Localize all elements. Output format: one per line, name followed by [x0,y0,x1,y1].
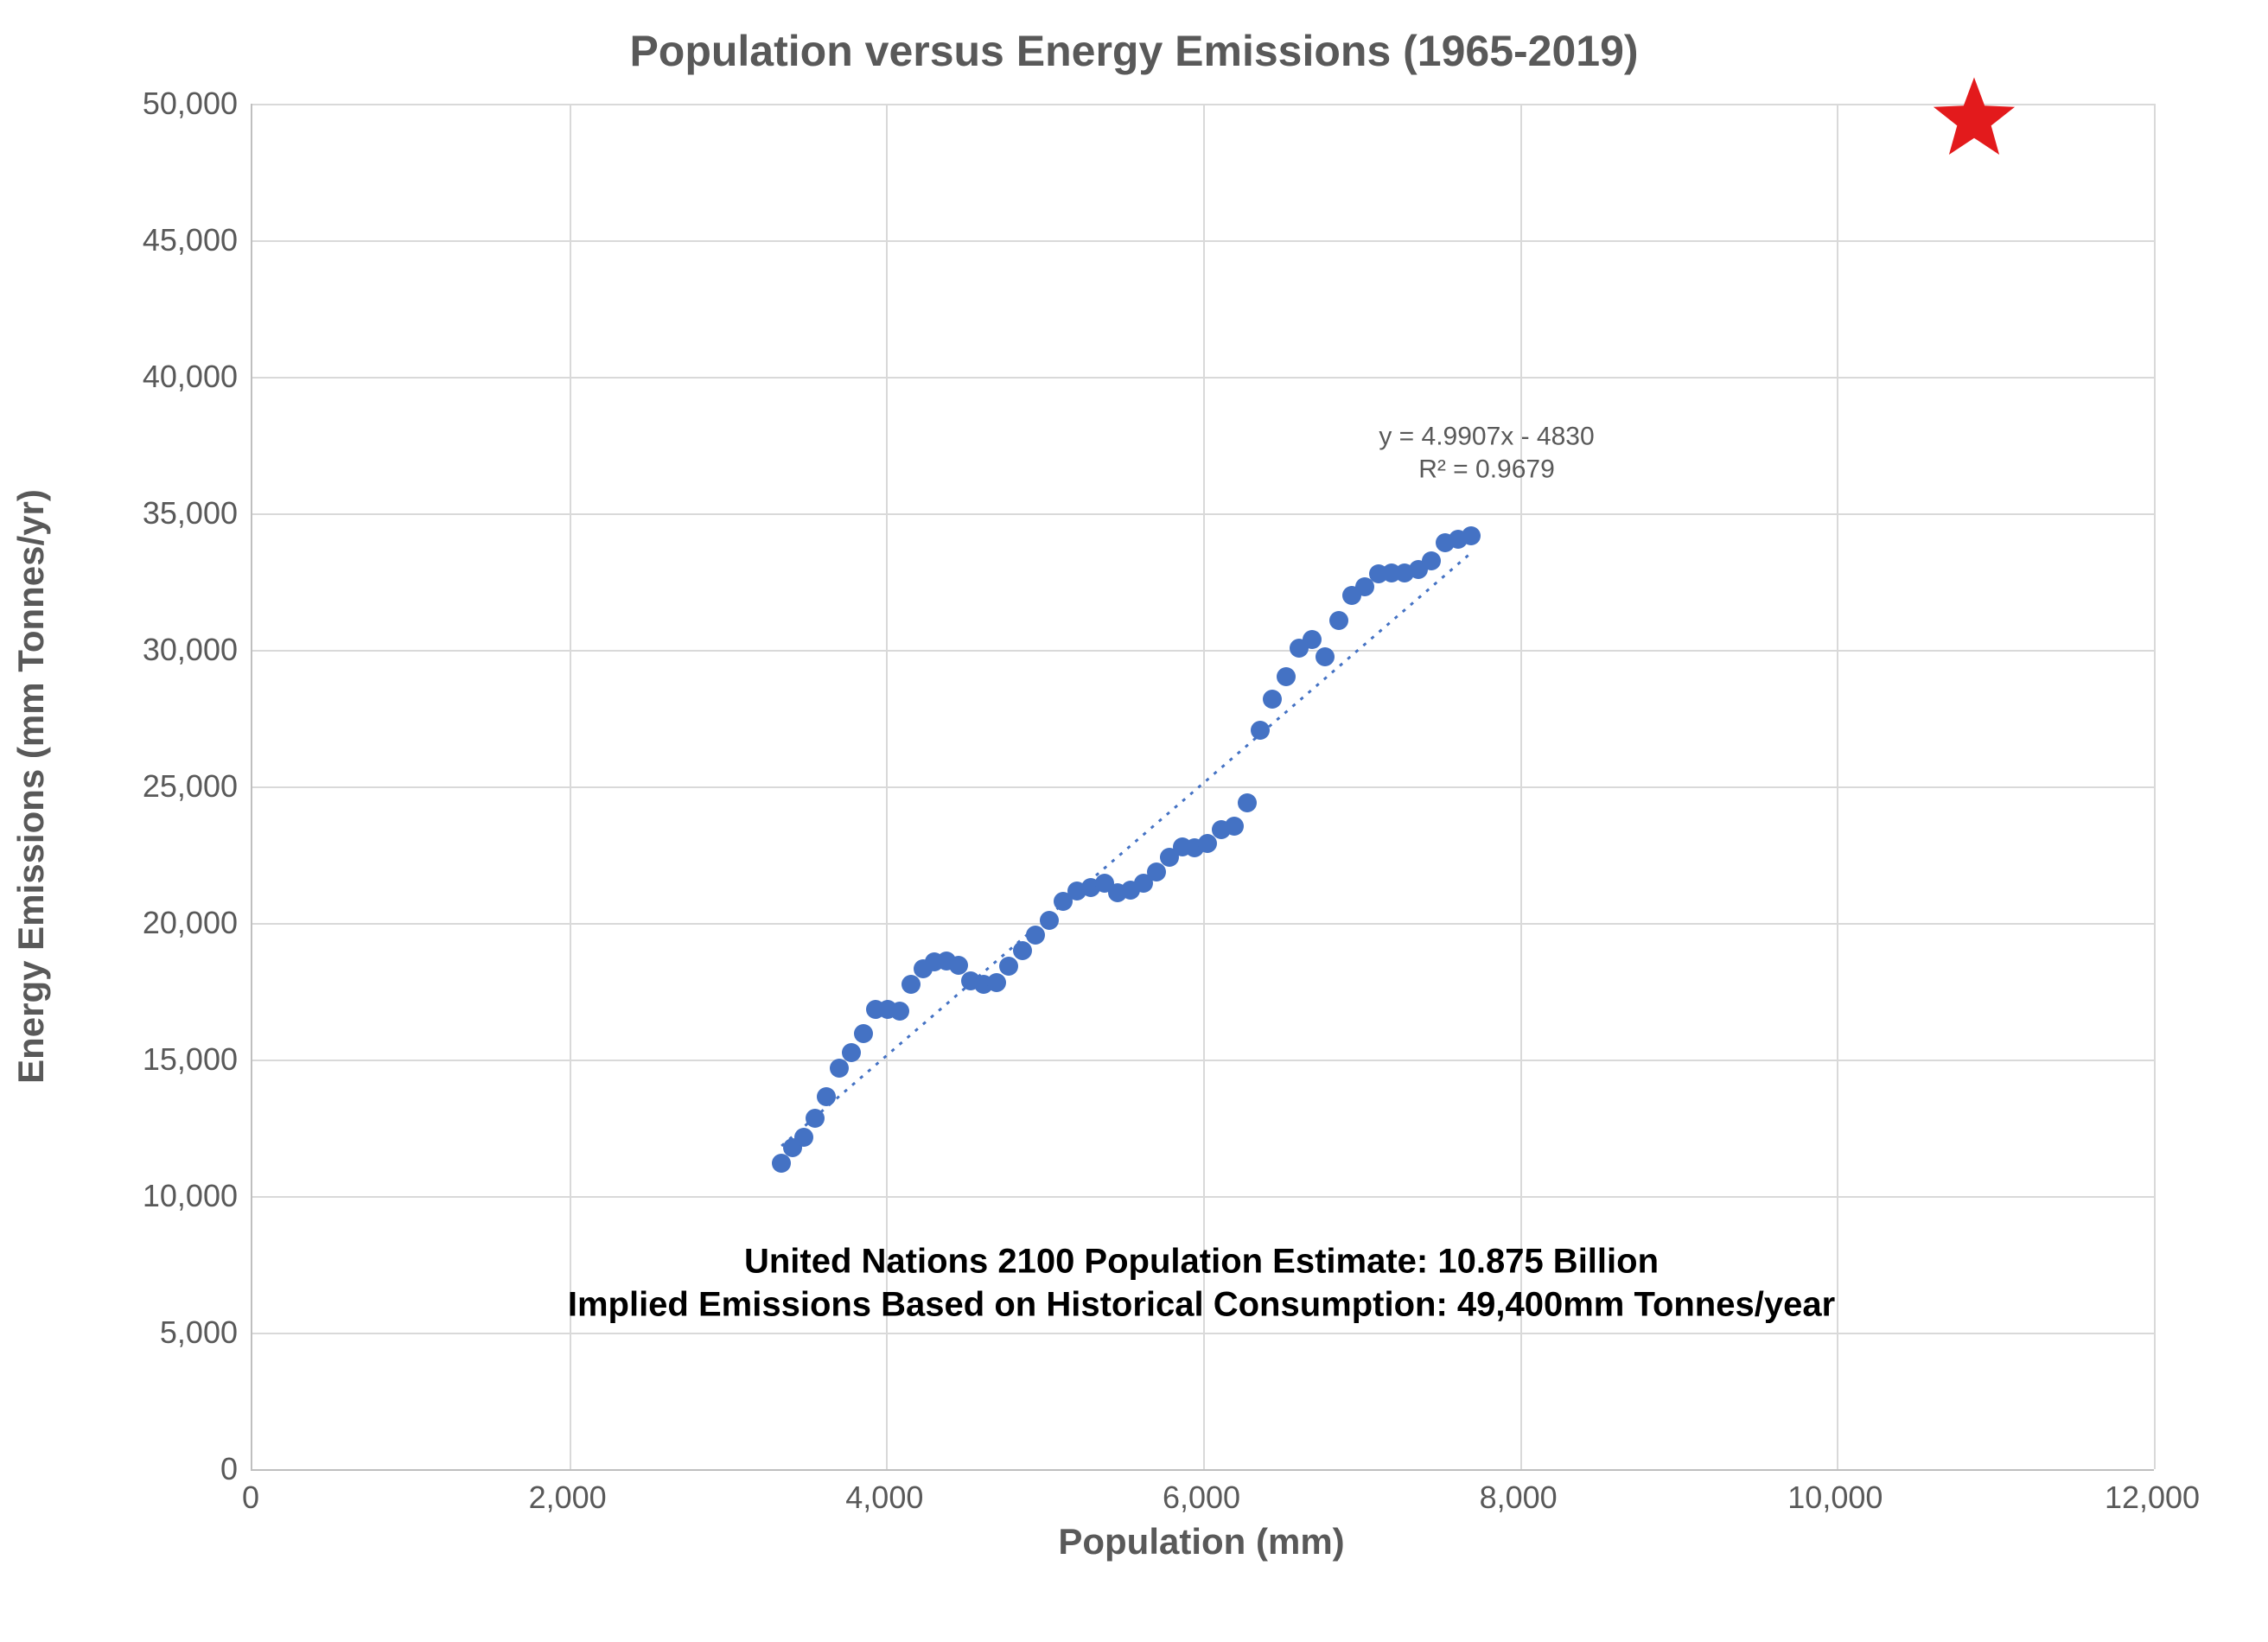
scatter-point [1277,667,1296,686]
x-tick-label: 4,000 [845,1480,923,1516]
scatter-point [817,1087,836,1106]
scatter-point [830,1059,849,1078]
scatter-point [1303,630,1322,649]
x-tick-label: 8,000 [1480,1480,1558,1516]
regression-equation: y = 4.9907x - 4830R² = 0.9679 [1379,421,1594,486]
note-text-0: United Nations 2100 Population Estimate:… [744,1242,1659,1281]
y-tick-label: 5,000 [130,1314,238,1351]
y-tick-label: 40,000 [130,359,238,395]
y-tick-label: 30,000 [130,632,238,668]
scatter-point [1238,793,1257,812]
y-tick-label: 45,000 [130,222,238,258]
scatter-point [1147,862,1166,881]
scatter-point [999,957,1018,976]
y-tick-label: 20,000 [130,905,238,941]
scatter-point [1422,551,1441,570]
star-marker [1896,42,2052,198]
x-tick-label: 2,000 [529,1480,607,1516]
scatter-point [842,1043,861,1062]
scatter-point [901,975,921,994]
scatter-point [1026,926,1045,945]
x-tick-label: 6,000 [1163,1480,1240,1516]
y-tick-label: 15,000 [130,1041,238,1078]
scatter-point [1316,647,1335,666]
scatter-point [806,1109,825,1128]
scatter-point [1013,941,1032,960]
x-tick-label: 10,000 [1787,1480,1883,1516]
scatter-point [1462,526,1481,545]
scatter-point [1225,817,1244,836]
y-tick-label: 35,000 [130,495,238,531]
scatter-point [1263,690,1282,709]
y-axis-label: Energy Emissions (mm Tonnes/yr) [10,104,52,1469]
scatter-point [1329,611,1348,630]
y-tick-label: 0 [130,1451,238,1487]
scatter-point [987,973,1006,992]
gridline-vertical [2154,104,2156,1469]
note-text-1: Implied Emissions Based on Historical Co… [568,1286,1835,1325]
regression-equation-line1: y = 4.9907x - 4830 [1379,421,1594,454]
scatter-point [794,1128,813,1147]
y-tick-label: 50,000 [130,86,238,122]
regression-equation-line2: R² = 0.9679 [1379,453,1594,486]
x-axis-label: Population (mm) [251,1521,2152,1562]
scatter-point [1251,721,1270,740]
scatter-point [1040,911,1059,930]
y-tick-label: 25,000 [130,768,238,805]
x-tick-label: 0 [242,1480,259,1516]
y-tick-label: 10,000 [130,1178,238,1214]
scatter-point [890,1002,909,1021]
scatter-point [854,1024,873,1043]
x-tick-label: 12,000 [2105,1480,2200,1516]
chart-container: Population versus Energy Emissions (1965… [0,0,2268,1642]
